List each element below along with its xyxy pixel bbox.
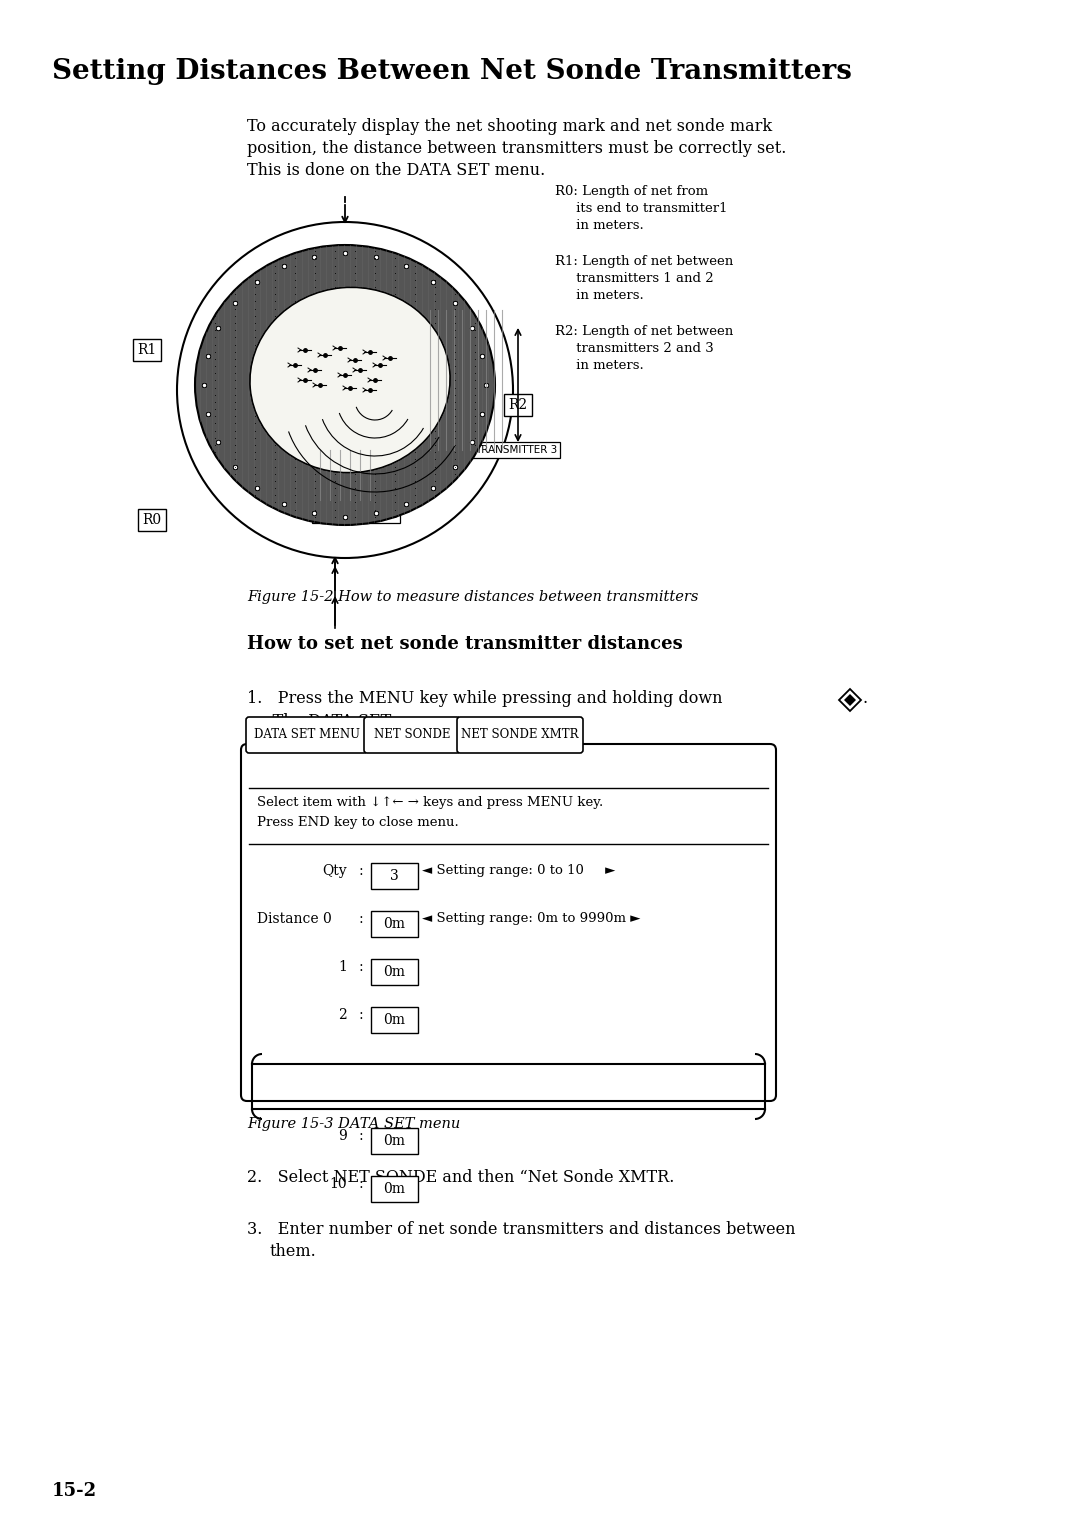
Text: position, the distance between transmitters must be correctly set.: position, the distance between transmitt…: [247, 140, 786, 157]
FancyBboxPatch shape: [457, 717, 583, 752]
Text: 3: 3: [390, 868, 399, 884]
Text: :: :: [359, 960, 364, 974]
Text: Qty: Qty: [322, 864, 347, 877]
Text: in meters.: in meters.: [555, 288, 644, 302]
Text: Select item with ↓↑← → keys and press MENU key.: Select item with ↓↑← → keys and press ME…: [257, 797, 604, 809]
Text: R2: Length of net between: R2: Length of net between: [555, 325, 733, 337]
Text: R1: Length of net between: R1: Length of net between: [555, 255, 733, 269]
Text: transmitters 1 and 2: transmitters 1 and 2: [555, 272, 714, 285]
Text: its end to transmitter1: its end to transmitter1: [555, 201, 728, 215]
Text: 2: 2: [338, 1009, 347, 1022]
Text: them.: them.: [270, 1244, 316, 1260]
Ellipse shape: [251, 287, 450, 473]
Text: in meters.: in meters.: [555, 359, 644, 372]
Text: Distance 0: Distance 0: [257, 913, 332, 926]
Text: 0m: 0m: [383, 1134, 405, 1148]
Text: :: :: [359, 864, 364, 877]
Text: 10: 10: [329, 1177, 347, 1190]
Text: 3.   Enter number of net sonde transmitters and distances between: 3. Enter number of net sonde transmitter…: [247, 1221, 796, 1238]
Text: in meters.: in meters.: [555, 220, 644, 232]
Text: R2: R2: [509, 398, 527, 412]
FancyBboxPatch shape: [372, 1007, 418, 1033]
Text: R0: Length of net from: R0: Length of net from: [555, 185, 708, 198]
Text: 15-2: 15-2: [52, 1482, 97, 1500]
FancyBboxPatch shape: [246, 717, 367, 752]
Text: transmitters 2 and 3: transmitters 2 and 3: [555, 342, 714, 356]
Text: TRANSMITTER 2: TRANSMITTER 2: [319, 270, 401, 279]
Text: R1: R1: [137, 343, 157, 357]
Text: :: :: [359, 913, 364, 926]
FancyBboxPatch shape: [372, 911, 418, 937]
Text: :: :: [359, 1129, 364, 1143]
Text: ◄ Setting range: 0m to 9990m ►: ◄ Setting range: 0m to 9990m ►: [422, 913, 640, 925]
Text: TRANSMITTER 3: TRANSMITTER 3: [475, 446, 557, 455]
Text: How to set net sonde transmitter distances: How to set net sonde transmitter distanc…: [247, 635, 683, 653]
Text: .: .: [862, 690, 867, 707]
Ellipse shape: [251, 287, 450, 473]
Text: R0: R0: [143, 513, 162, 526]
Text: :: :: [359, 1009, 364, 1022]
Text: DATA SET MENU: DATA SET MENU: [254, 728, 360, 742]
FancyBboxPatch shape: [241, 745, 777, 1100]
Text: Setting Distances Between Net Sonde Transmitters: Setting Distances Between Net Sonde Tran…: [52, 58, 852, 85]
Text: NET SONDE XMTR: NET SONDE XMTR: [461, 728, 579, 742]
FancyBboxPatch shape: [364, 717, 460, 752]
FancyBboxPatch shape: [372, 1128, 418, 1154]
Text: Figure 15-3 DATA SET menu: Figure 15-3 DATA SET menu: [247, 1117, 460, 1131]
FancyBboxPatch shape: [372, 1177, 418, 1202]
Text: ◄ Setting range: 0 to 10     ►: ◄ Setting range: 0 to 10 ►: [422, 864, 616, 877]
Text: TRANSMITTER 1: TRANSMITTER 1: [315, 510, 397, 520]
Text: 1.   Press the MENU key while pressing and holding down: 1. Press the MENU key while pressing and…: [247, 690, 723, 707]
Text: Press END key to close menu.: Press END key to close menu.: [257, 816, 459, 829]
Text: :: :: [359, 1177, 364, 1190]
Text: The DATA SET menu appears.: The DATA SET menu appears.: [247, 713, 517, 729]
Text: 0m: 0m: [383, 1013, 405, 1027]
Text: 0m: 0m: [383, 1183, 405, 1196]
Text: Figure 15-2 How to measure distances between transmitters: Figure 15-2 How to measure distances bet…: [247, 591, 699, 604]
Text: 0m: 0m: [383, 917, 405, 931]
Text: This is done on the DATA SET menu.: This is done on the DATA SET menu.: [247, 162, 545, 179]
Ellipse shape: [195, 246, 495, 525]
Text: To accurately display the net shooting mark and net sonde mark: To accurately display the net shooting m…: [247, 118, 772, 134]
FancyBboxPatch shape: [372, 958, 418, 984]
Text: NET SONDE: NET SONDE: [374, 728, 450, 742]
FancyBboxPatch shape: [372, 864, 418, 890]
Text: 0m: 0m: [383, 964, 405, 980]
Text: 2.   Select NET SONDE and then “Net Sonde XMTR.: 2. Select NET SONDE and then “Net Sonde …: [247, 1169, 674, 1186]
Polygon shape: [843, 694, 856, 707]
Text: 1: 1: [338, 960, 347, 974]
Text: 9: 9: [338, 1129, 347, 1143]
